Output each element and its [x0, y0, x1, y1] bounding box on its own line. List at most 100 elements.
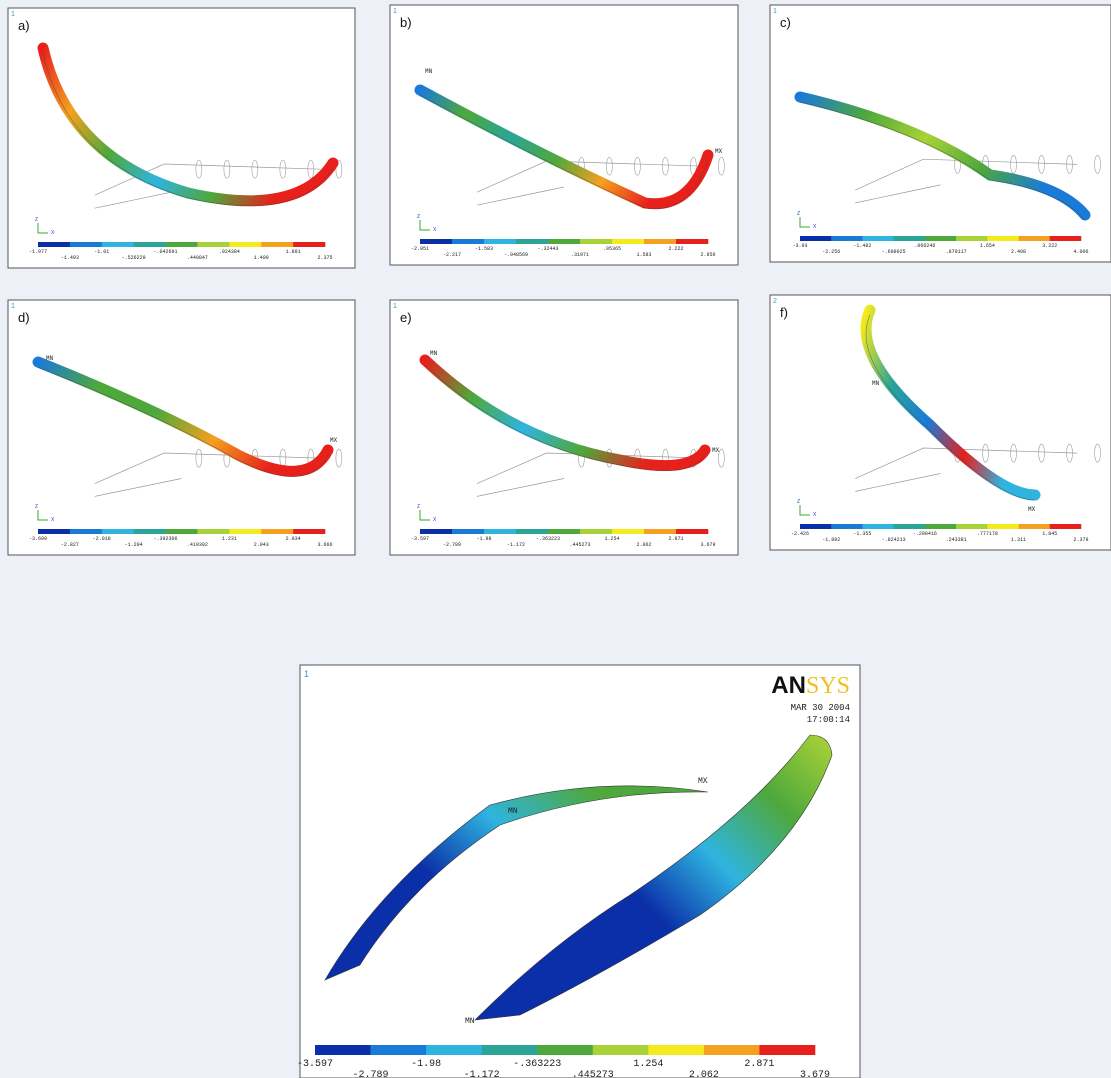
colorbar-segment: [548, 239, 580, 244]
colorbar-segment: [548, 529, 580, 534]
colorbar-segment: [371, 1045, 427, 1055]
logo: ANSYS: [771, 672, 850, 699]
colorbar-label: 1.654: [980, 243, 995, 249]
colorbar-label: -.363223: [513, 1059, 561, 1070]
colorbar-segment: [800, 236, 832, 241]
colorbar-label: 1.845: [1042, 531, 1057, 537]
triad-label: Z: [35, 504, 38, 510]
colorbar-label: -.948569: [504, 252, 528, 258]
colorbar-segment: [426, 1045, 482, 1055]
colorbar-segment: [134, 529, 166, 534]
colorbar-segment: [293, 529, 325, 534]
colorbar-segment: [229, 242, 261, 247]
colorbar-label: .777178: [977, 531, 998, 537]
marker-label: MX: [715, 148, 723, 155]
colorbar-segment: [452, 529, 484, 534]
window-number: 1: [773, 8, 777, 15]
colorbar-segment: [987, 236, 1019, 241]
colorbar-label: -1.493: [61, 255, 79, 261]
marker-label: MN: [872, 380, 880, 387]
colorbar-label: -2.256: [822, 249, 840, 255]
colorbar-label: -2.426: [791, 531, 809, 537]
colorbar-label: -1.98: [411, 1059, 441, 1070]
colorbar-segment: [956, 236, 988, 241]
colorbar-label: .445273: [572, 1070, 614, 1078]
colorbar-segment: [831, 236, 863, 241]
marker-label: MN: [430, 350, 438, 357]
colorbar-segment: [166, 242, 198, 247]
colorbar-label: -3.03: [792, 243, 807, 249]
colorbar-segment: [134, 242, 166, 247]
colorbar-label: -2.951: [411, 246, 429, 252]
marker-label: MN: [46, 355, 54, 362]
colorbar-label: 1.311: [1011, 537, 1026, 543]
colorbar-segment: [166, 529, 198, 534]
marker-label: MX: [330, 437, 338, 444]
colorbar-segment: [516, 239, 548, 244]
colorbar-segment: [580, 239, 612, 244]
window-number: 1: [11, 303, 15, 310]
colorbar-label: 2.062: [636, 542, 651, 548]
colorbar-label: -.392306: [154, 536, 178, 542]
colorbar-segment: [704, 1045, 760, 1055]
colorbar-segment: [956, 524, 988, 529]
panel-frame: [770, 5, 1111, 262]
colorbar-label: -1.172: [507, 542, 525, 548]
colorbar-label: -3.699: [29, 536, 47, 542]
panel: 1b)MNMXZX-2.951-2.217-1.583-.948569-.324…: [390, 5, 738, 265]
colorbar-segment: [894, 236, 926, 241]
figure: 1a)ZX-1.977-1.493-1.01-.526229-.042691.4…: [0, 0, 1111, 1078]
colorbar-segment: [315, 1045, 371, 1055]
colorbar-segment: [925, 236, 957, 241]
colorbar-label: 1.254: [604, 536, 619, 542]
colorbar-label: -.526229: [122, 255, 146, 261]
marker-label: MN: [425, 68, 433, 75]
colorbar-segment: [516, 529, 548, 534]
colorbar-label: 2.408: [1011, 249, 1026, 255]
colorbar-label: -1.01: [94, 249, 109, 255]
colorbar-segment: [644, 239, 676, 244]
colorbar-segment: [102, 242, 134, 247]
colorbar-label: 1.891: [286, 249, 301, 255]
colorbar-label: -3.597: [411, 536, 429, 542]
colorbar-segment: [261, 242, 293, 247]
colorbar-label: 2.871: [744, 1059, 774, 1070]
colorbar-label: -1.98: [476, 536, 491, 542]
colorbar-label: .924384: [219, 249, 240, 255]
colorbar-label: 1.231: [222, 536, 237, 542]
colorbar-label: .95365: [603, 246, 621, 252]
colorbar-label: -2.217: [443, 252, 461, 258]
colorbar-segment: [1019, 236, 1051, 241]
colorbar-segment: [482, 1045, 538, 1055]
colorbar-label: .440847: [187, 255, 208, 261]
panel: 1d)MNMXZX-3.699-2.827-2.018-1.204-.39230…: [8, 300, 355, 555]
panel-frame: [300, 665, 860, 1078]
colorbar-segment: [676, 239, 708, 244]
panel-label: c): [780, 15, 791, 30]
panel: 1c)ZX-3.03-2.256-1.482-.698025.066246.87…: [770, 5, 1111, 262]
colorbar-segment: [484, 529, 516, 534]
colorbar-label: -.32443: [537, 246, 558, 252]
colorbar-label: -1.355: [853, 531, 871, 537]
page: 1a)ZX-1.977-1.493-1.01-.526229-.042691.4…: [0, 0, 1111, 1078]
colorbar-label: -.290416: [913, 531, 937, 537]
colorbar-segment: [612, 529, 644, 534]
colorbar-segment: [420, 529, 452, 534]
colorbar-segment: [484, 239, 516, 244]
marker-label: MX: [712, 447, 720, 454]
colorbar-segment: [644, 529, 676, 534]
colorbar-segment: [197, 242, 229, 247]
colorbar-segment: [229, 529, 261, 534]
panel-label: f): [780, 305, 788, 320]
marker-label: MX: [698, 777, 708, 786]
panel-label: e): [400, 310, 412, 325]
colorbar-label: .419392: [187, 542, 208, 548]
colorbar-label: -2.018: [93, 536, 111, 542]
colorbar-label: -2.827: [61, 542, 79, 548]
panel-frame: [390, 5, 738, 265]
triad-label: Z: [797, 499, 800, 505]
panel-label: d): [18, 310, 30, 325]
colorbar-segment: [831, 524, 863, 529]
window-number: 1: [11, 11, 15, 18]
colorbar-segment: [1050, 236, 1082, 241]
